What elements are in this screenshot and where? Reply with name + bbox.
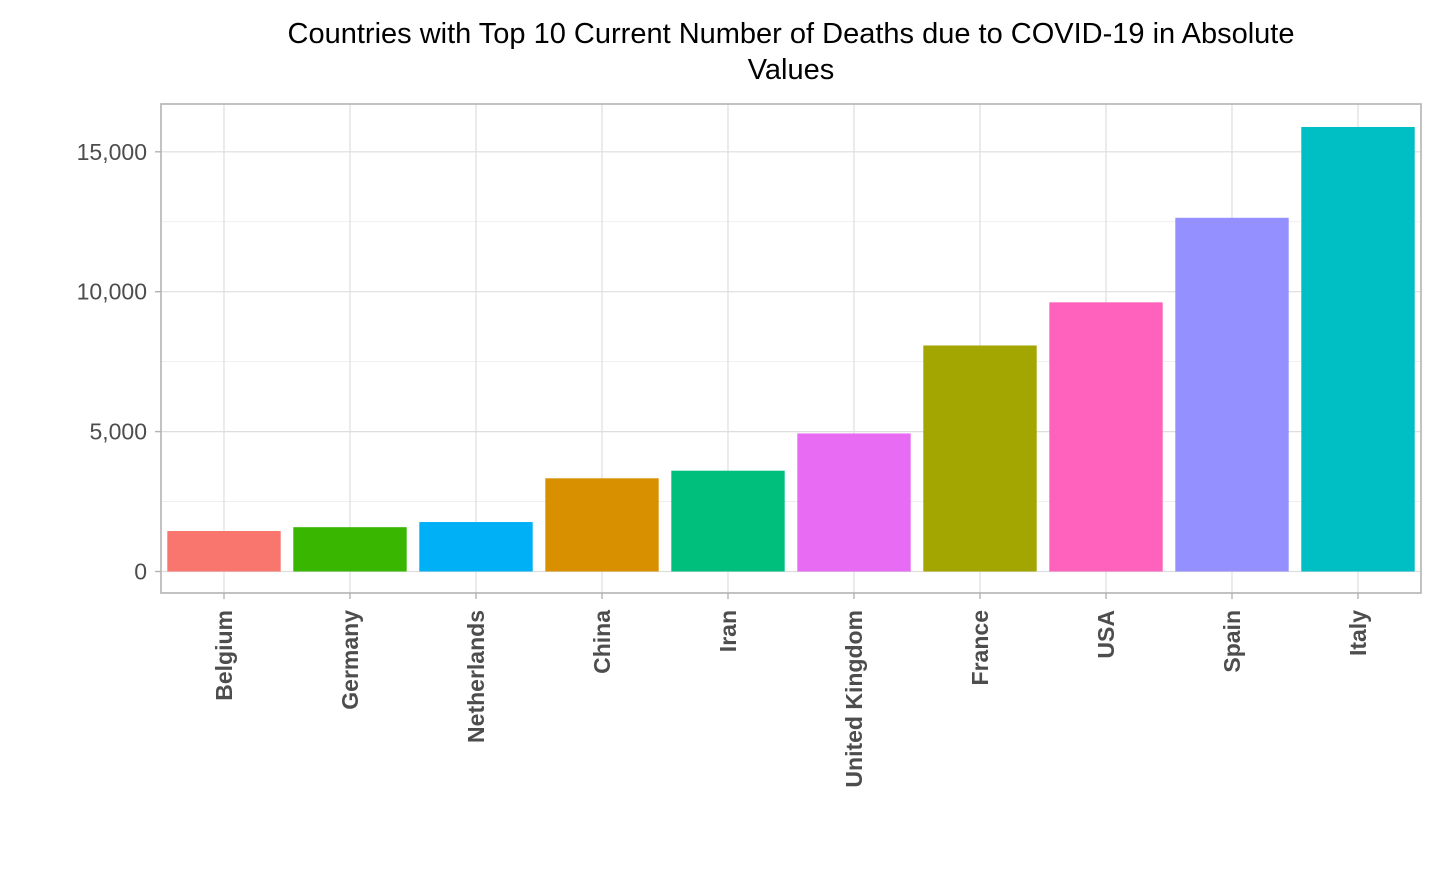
y-tick-label-2: 10,000 bbox=[77, 279, 147, 305]
x-tick-label-united-kingdom: United Kingdom bbox=[841, 610, 867, 788]
bar-germany bbox=[293, 527, 407, 572]
x-tick-label-iran: Iran bbox=[715, 610, 741, 652]
bar-china bbox=[545, 478, 659, 572]
y-tick-label-0: 0 bbox=[134, 559, 147, 585]
bar-netherlands bbox=[419, 522, 533, 572]
x-tick-label-italy: Italy bbox=[1345, 610, 1371, 656]
x-tick-label-spain: Spain bbox=[1219, 610, 1245, 673]
y-tick-label-3: 15,000 bbox=[77, 139, 147, 165]
x-tick-label-usa: USA bbox=[1093, 610, 1119, 659]
x-tick-label-germany: Germany bbox=[337, 610, 363, 710]
x-tick-label-netherlands: Netherlands bbox=[463, 610, 489, 743]
y-axis: 0 5,000 10,000 15,000 bbox=[77, 139, 161, 585]
chart-title-line-1: Countries with Top 10 Current Number of … bbox=[288, 18, 1295, 50]
bar-france bbox=[923, 345, 1037, 572]
bars bbox=[167, 126, 1415, 572]
bar-iran bbox=[671, 470, 785, 572]
bar-italy bbox=[1301, 126, 1415, 572]
panel-border bbox=[160, 103, 1422, 594]
bar-spain bbox=[1175, 217, 1289, 572]
x-tick-label-china: China bbox=[589, 610, 615, 674]
y-tick-label-1: 5,000 bbox=[89, 419, 147, 445]
x-axis: Belgium Germany Netherlands China Iran United… bbox=[211, 593, 1371, 788]
bar-usa bbox=[1049, 302, 1163, 572]
x-tick-label-belgium: Belgium bbox=[211, 610, 237, 701]
bar-belgium bbox=[167, 531, 281, 572]
bar-united-kingdom bbox=[797, 433, 911, 572]
chart-title-line-2: Values bbox=[748, 54, 835, 86]
x-tick-label-france: France bbox=[967, 610, 993, 685]
